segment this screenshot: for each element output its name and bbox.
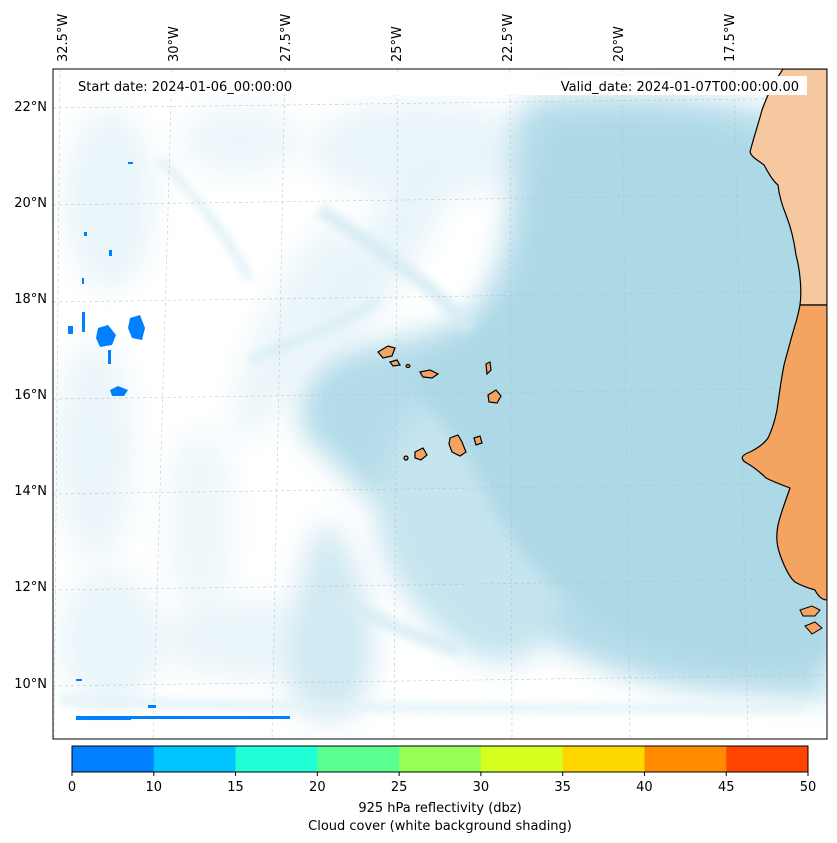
- colorbar-segment: [644, 746, 727, 772]
- africa-coast-south: [741, 304, 827, 601]
- colorbar-segment: [480, 746, 564, 772]
- colorbar-tick-label: 20: [309, 780, 326, 795]
- bissagos-islands: [799, 605, 823, 635]
- colorbar-frame: [71, 745, 809, 773]
- reflectivity-patches: [68, 162, 290, 720]
- map-frame: [52, 68, 828, 740]
- date-header-box: [70, 76, 807, 95]
- graticule: [53, 69, 827, 739]
- colorbar-segment: [399, 746, 482, 772]
- colorbar-segment: [235, 746, 318, 772]
- colorbar-tick-label: 25: [391, 780, 408, 795]
- start-date: Start date: 2024-01-06_00:00:00: [78, 80, 292, 95]
- colorbar-tick-label: 45: [718, 780, 735, 795]
- valid-date: Valid_date: 2024-01-07T00:00:00.00: [561, 80, 799, 95]
- colorbar-tick-label: 35: [554, 780, 571, 795]
- lon-label: 25°W: [390, 26, 405, 62]
- lat-label: 14°N: [14, 484, 47, 499]
- lat-label: 16°N: [14, 388, 47, 403]
- lon-label: 32.5°W: [56, 14, 71, 62]
- colorbar-sublabel: Cloud cover (white background shading): [308, 819, 572, 834]
- lon-label: 20°W: [612, 26, 627, 62]
- colorbar-segment: [562, 746, 645, 772]
- colorbar: 0 10 15 20 25 30 35 40 45 50: [68, 745, 817, 795]
- lat-label: 22°N: [14, 100, 47, 115]
- longitude-labels: 32.5°W 30°W 27.5°W 25°W 22.5°W 20°W 17.5…: [56, 14, 738, 62]
- colorbar-tick-label: 0: [68, 780, 76, 795]
- colorbar-segment: [72, 746, 155, 772]
- lon-label: 22.5°W: [501, 14, 516, 62]
- africa-coast-north: [749, 69, 827, 306]
- lon-label: 17.5°W: [723, 14, 738, 62]
- lon-label: 30°W: [167, 26, 182, 62]
- cloud-cover-layer: [55, 94, 827, 720]
- colorbar-segment: [726, 746, 809, 772]
- colorbar-tick-label: 10: [146, 780, 163, 795]
- colorbar-tick-label: 40: [636, 780, 653, 795]
- colorbar-segment: [317, 746, 400, 772]
- lon-label: 27.5°W: [279, 14, 294, 62]
- land-layer: [741, 69, 827, 635]
- lat-label: 10°N: [14, 677, 47, 692]
- lat-label: 12°N: [14, 580, 47, 595]
- colorbar-tick-label: 30: [473, 780, 490, 795]
- colorbar-label: 925 hPa reflectivity (dbz): [358, 801, 521, 816]
- cape-verde-islands: [377, 345, 502, 461]
- colorbar-tick-label: 15: [227, 780, 244, 795]
- colorbar-tick-label: 50: [800, 780, 817, 795]
- lat-label: 18°N: [14, 292, 47, 307]
- lat-label: 20°N: [14, 196, 47, 211]
- latitude-labels: 22°N 20°N 18°N 16°N 14°N 12°N 10°N: [14, 100, 47, 692]
- colorbar-segment: [153, 746, 237, 772]
